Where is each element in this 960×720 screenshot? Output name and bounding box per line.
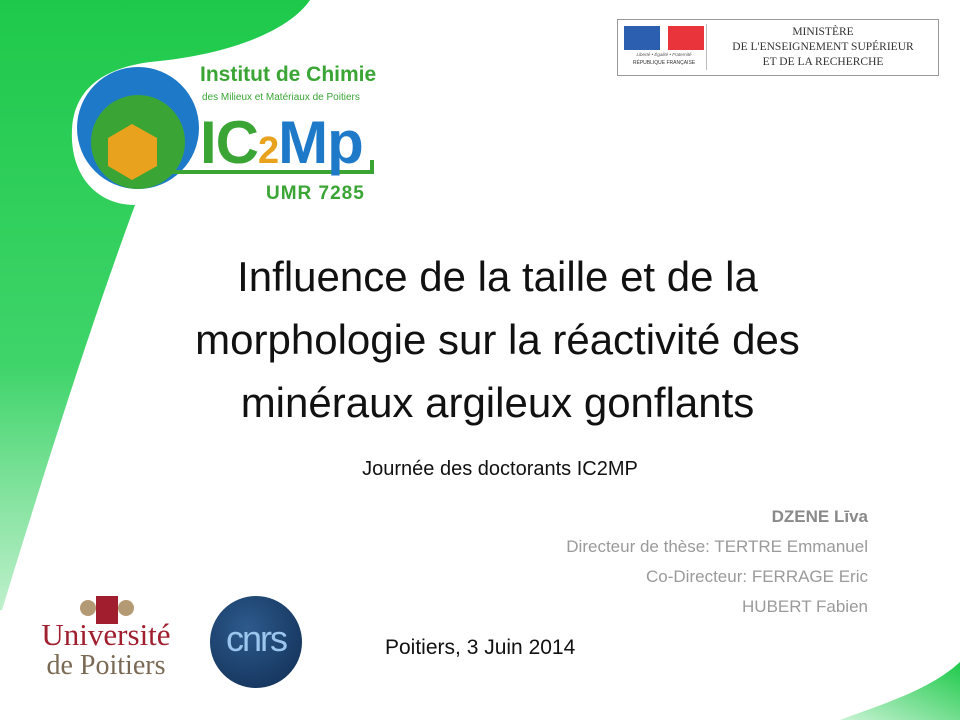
logo-underline (150, 160, 374, 174)
crest-lion-left (80, 600, 96, 616)
logo-mp: Mp (278, 109, 364, 176)
slide-date: Poitiers, 3 Juin 2014 (385, 636, 576, 659)
ministry-line3: ET DE LA RECHERCHE (762, 56, 884, 68)
ministry-motto: Liberté • Égalité • Fraternité (636, 52, 692, 57)
crest-lion-right (118, 600, 134, 616)
title-line: minéraux argileux gonflants (240, 379, 755, 426)
university-logo-name: Université (41, 617, 171, 652)
logo-two: 2 (258, 130, 279, 172)
logo-umr: UMR 7285 (266, 183, 365, 204)
ministry-name: MINISTÈRE DE L'ENSEIGNEMENT SUPÉRIEUR ET… (710, 25, 936, 70)
slide-subtitle: Journée des doctorants IC2MP (362, 458, 638, 480)
co-supervisor: HUBERT Fabien (742, 597, 868, 616)
university-logo-city: de Poitiers (46, 650, 166, 681)
logo-hexagon (108, 124, 157, 180)
university-crest (96, 596, 118, 624)
logo-institute-name: Institut de Chimie (200, 63, 377, 86)
title-line: Influence de la taille et de la (237, 253, 758, 300)
author-name: DZENE Līva (771, 507, 868, 526)
logo-institute-subtitle: des Milieux et Matériaux de Poitiers (202, 92, 360, 103)
cnrs-logo-text: cnrs (225, 618, 288, 659)
title-line: morphologie sur la réactivité des (195, 316, 800, 363)
green-swoosh-bottom-right (840, 662, 960, 720)
slide-title: Influence de la taille et de la morpholo… (60, 245, 935, 434)
ministry-logo: Liberté • Égalité • Fraternité RÉPUBLIQU… (617, 19, 939, 76)
ministry-line1: MINISTÈRE (792, 26, 854, 38)
cnrs-logo: cnrs (210, 596, 302, 688)
logo-ic: IC (200, 109, 259, 176)
ministry-line2: DE L'ENSEIGNEMENT SUPÉRIEUR (732, 41, 914, 53)
green-swoosh-top-left (0, 0, 310, 610)
marianne-flag-icon: Liberté • Égalité • Fraternité RÉPUBLIQU… (622, 24, 707, 70)
authors-list: DZENE Līva Directeur de thèse: TERTRE Em… (566, 502, 868, 622)
co-director: Co-Directeur: FERRAGE Eric (646, 567, 868, 586)
ministry-republic: RÉPUBLIQUE FRANÇAISE (632, 60, 696, 66)
logo-ic2mp: IC2Mp (200, 108, 364, 177)
thesis-director: Directeur de thèse: TERTRE Emmanuel (566, 537, 868, 556)
